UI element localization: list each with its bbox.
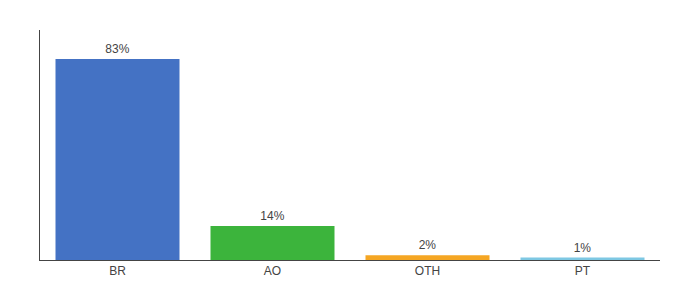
- svg-text:OTH: OTH: [415, 264, 440, 278]
- svg-text:1%: 1%: [574, 241, 592, 255]
- svg-text:PT: PT: [575, 264, 591, 278]
- svg-text:14%: 14%: [260, 209, 284, 223]
- svg-text:83%: 83%: [105, 42, 129, 56]
- svg-text:2%: 2%: [419, 238, 437, 252]
- svg-text:BR: BR: [109, 264, 126, 278]
- svg-text:AO: AO: [264, 264, 281, 278]
